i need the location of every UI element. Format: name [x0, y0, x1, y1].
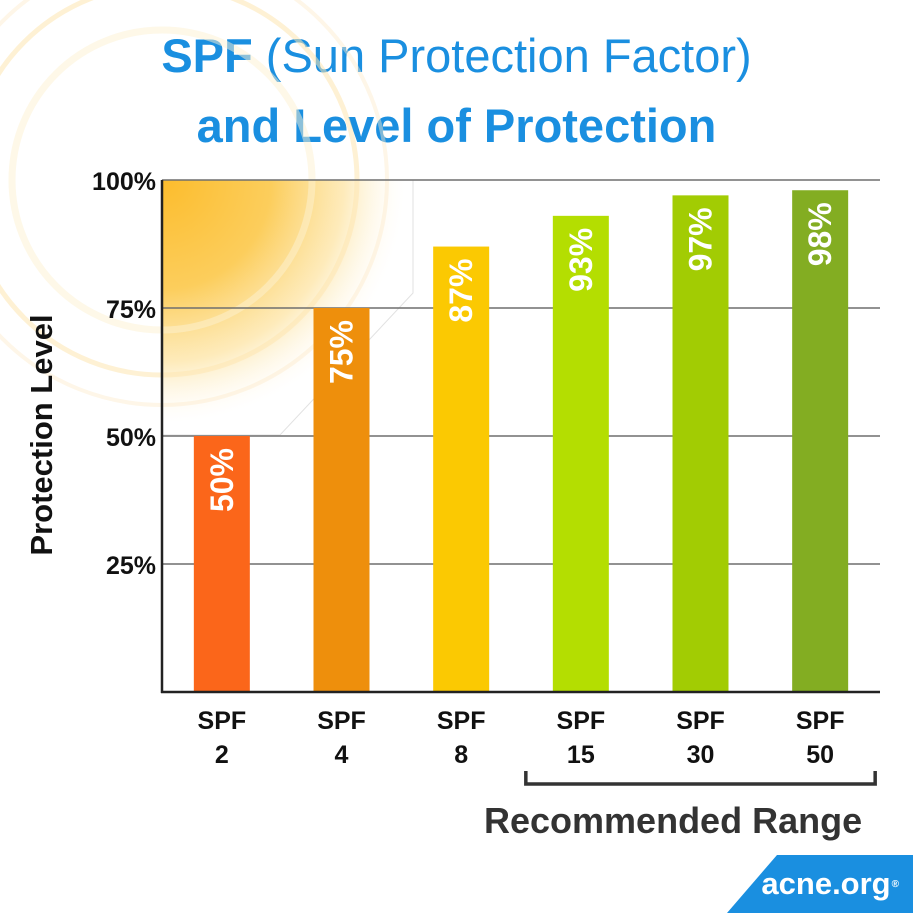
bracket-line: [524, 771, 877, 786]
y-axis-label: Protection Level: [24, 314, 59, 556]
x-tick-label-top: SPF: [676, 707, 725, 735]
x-tick-label-bottom: 8: [454, 741, 468, 769]
bar-value-label: 75%: [324, 320, 360, 384]
x-tick-label-bottom: 2: [215, 741, 229, 769]
chart-title-line1: SPF (Sun Protection Factor): [0, 32, 913, 79]
bar: [552, 215, 609, 692]
x-tick-label-bottom: 15: [567, 741, 595, 769]
recommended-range-label: Recommended Range: [484, 800, 863, 841]
axes: [160, 180, 880, 694]
bar-value-label: 50%: [204, 448, 240, 512]
recommended-range-bracket: [524, 771, 877, 786]
x-tick-label-bottom: 50: [806, 741, 834, 769]
x-tick-label-top: SPF: [796, 707, 845, 735]
logo-text: acne.org: [761, 866, 891, 901]
bar-value-label: 97%: [683, 207, 719, 271]
bar-value-label: 93%: [563, 228, 599, 292]
x-tick-label-bottom: 4: [335, 741, 349, 769]
bar: [672, 195, 729, 693]
x-tick-label-top: SPF: [198, 707, 247, 735]
x-tick-labels: SPF 2 SPF 4 SPF 8 SPF 15 SPF 30 SPF 50: [198, 707, 845, 769]
x-tick-label-top: SPF: [317, 707, 366, 735]
y-tick-label: 100%: [92, 168, 156, 196]
y-tick-label: 25%: [106, 552, 156, 580]
x-tick-label-bottom: 30: [687, 741, 715, 769]
title-subtitle: (Sun Protection Factor): [252, 29, 752, 82]
bar: [313, 308, 370, 692]
x-tick-label-top: SPF: [557, 707, 606, 735]
x-tick-label-top: SPF: [437, 707, 486, 735]
y-tick-label: 50%: [106, 424, 156, 452]
y-tick-label: 75%: [106, 296, 156, 324]
gridlines: [162, 179, 880, 565]
bar: [433, 246, 490, 692]
bar: [193, 436, 250, 692]
acne-org-logo[interactable]: acne.org ®: [727, 855, 913, 913]
bars: 50% 75% 87% 93% 97% 98%: [193, 190, 849, 693]
bar-value-label: 87%: [443, 259, 479, 323]
registered-mark: ®: [891, 878, 899, 890]
bar-value-label: 98%: [802, 202, 838, 266]
bar: [792, 190, 849, 693]
chart-title-line2: and Level of Protection: [196, 99, 717, 152]
y-tick-labels: 25% 50% 75% 100%: [92, 168, 156, 580]
